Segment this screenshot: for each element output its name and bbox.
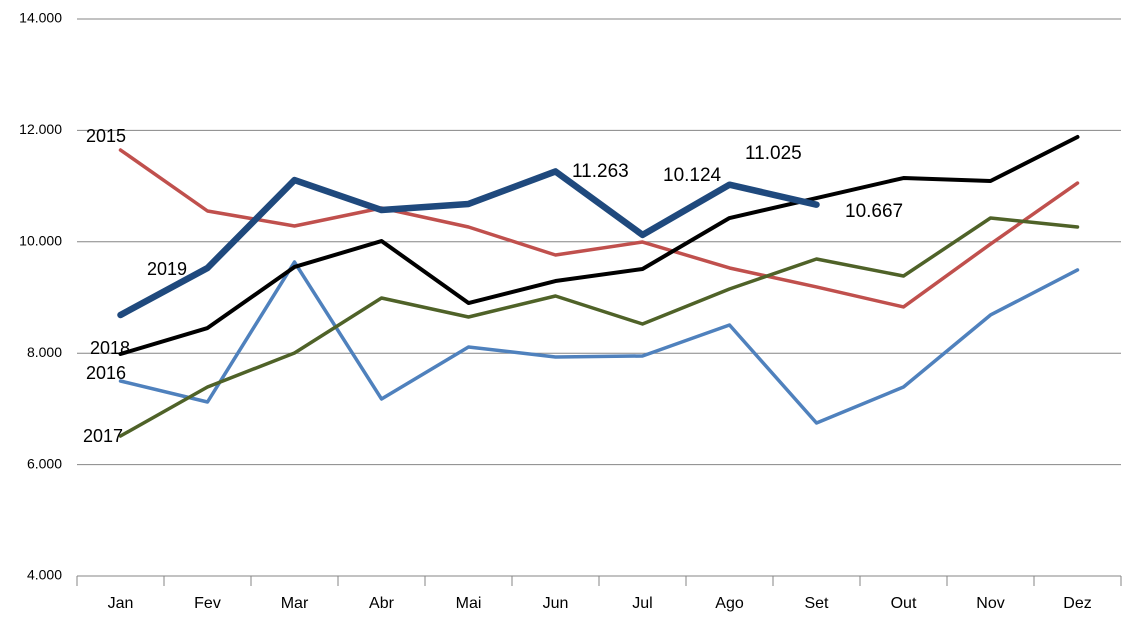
x-tick-label: Set: [804, 595, 829, 612]
y-tick-label: 6.000: [27, 455, 62, 471]
series-line: [118, 134, 1080, 356]
y-tick-label: 8.000: [27, 344, 62, 360]
x-tick-label: Jul: [632, 595, 652, 612]
x-tick-label: Out: [891, 595, 917, 612]
x-tick-label: Mai: [456, 595, 482, 612]
x-tick-label: Fev: [194, 595, 221, 612]
series-label: 2019: [147, 259, 187, 279]
x-tick-label: Abr: [369, 595, 395, 612]
series-label: 2015: [86, 126, 126, 146]
series-label: 2017: [83, 426, 123, 446]
series-label: 2018: [90, 338, 130, 358]
y-tick-label: 4.000: [27, 567, 62, 583]
y-tick-label: 12.000: [19, 121, 62, 137]
x-tick-label: Jun: [543, 595, 569, 612]
series-line: [118, 148, 1080, 309]
data-label: 10.124: [663, 165, 722, 186]
x-tick-label: Jan: [108, 595, 134, 612]
series-line: [117, 168, 820, 319]
data-label: 10.667: [845, 201, 903, 222]
data-label: 11.263: [572, 161, 629, 182]
series-line: [118, 216, 1080, 438]
x-tick-label: Dez: [1063, 595, 1091, 612]
x-tick-label: Mar: [281, 595, 309, 612]
y-tick-label: 14.000: [19, 10, 62, 26]
y-tick-label: 10.000: [19, 233, 62, 249]
data-label: 11.025: [745, 143, 802, 164]
series-line: [118, 260, 1080, 425]
series-label: 2016: [86, 363, 126, 383]
x-tick-label: Nov: [976, 595, 1004, 612]
x-tick-label: Ago: [715, 595, 744, 612]
